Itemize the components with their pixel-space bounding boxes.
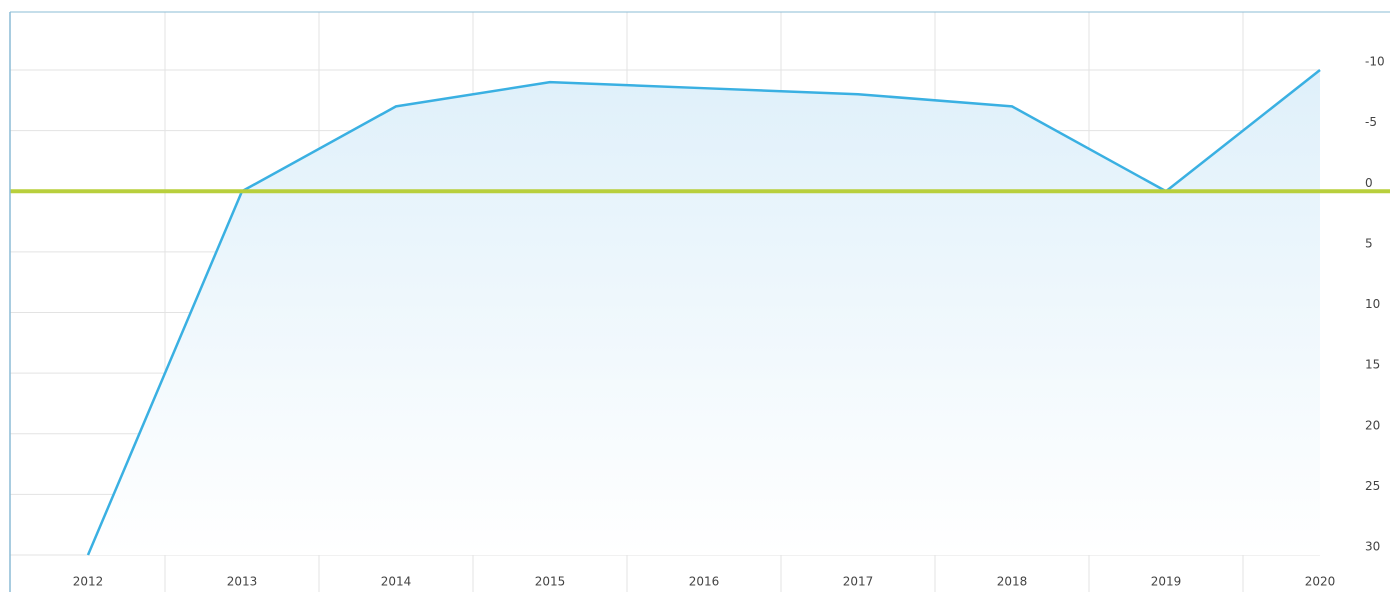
x-tick-label: 2015 (535, 575, 566, 589)
x-tick-label: 2012 (73, 575, 104, 589)
x-tick-label: 2016 (689, 575, 720, 589)
area-fill (88, 70, 1320, 555)
y-tick-label: 20 (1365, 418, 1380, 432)
y-tick-label: 25 (1365, 479, 1380, 493)
y-tick-label: -5 (1365, 115, 1377, 129)
x-tick-label: 2018 (997, 575, 1028, 589)
y-tick-label: 30 (1365, 540, 1380, 554)
y-tick-label: 5 (1365, 236, 1373, 250)
x-tick-label: 2014 (381, 575, 412, 589)
x-tick-label: 2019 (1151, 575, 1182, 589)
y-tick-label: 10 (1365, 297, 1380, 311)
marks (10, 69, 1390, 556)
x-tick-label: 2020 (1305, 575, 1336, 589)
y-tick-label: 15 (1365, 358, 1380, 372)
x-tick-label: 2013 (227, 575, 258, 589)
y-tick-label: 0 (1365, 176, 1373, 190)
y-tick-label: -10 (1365, 55, 1385, 69)
line (86, 69, 1321, 556)
x-tick-label: 2017 (843, 575, 874, 589)
